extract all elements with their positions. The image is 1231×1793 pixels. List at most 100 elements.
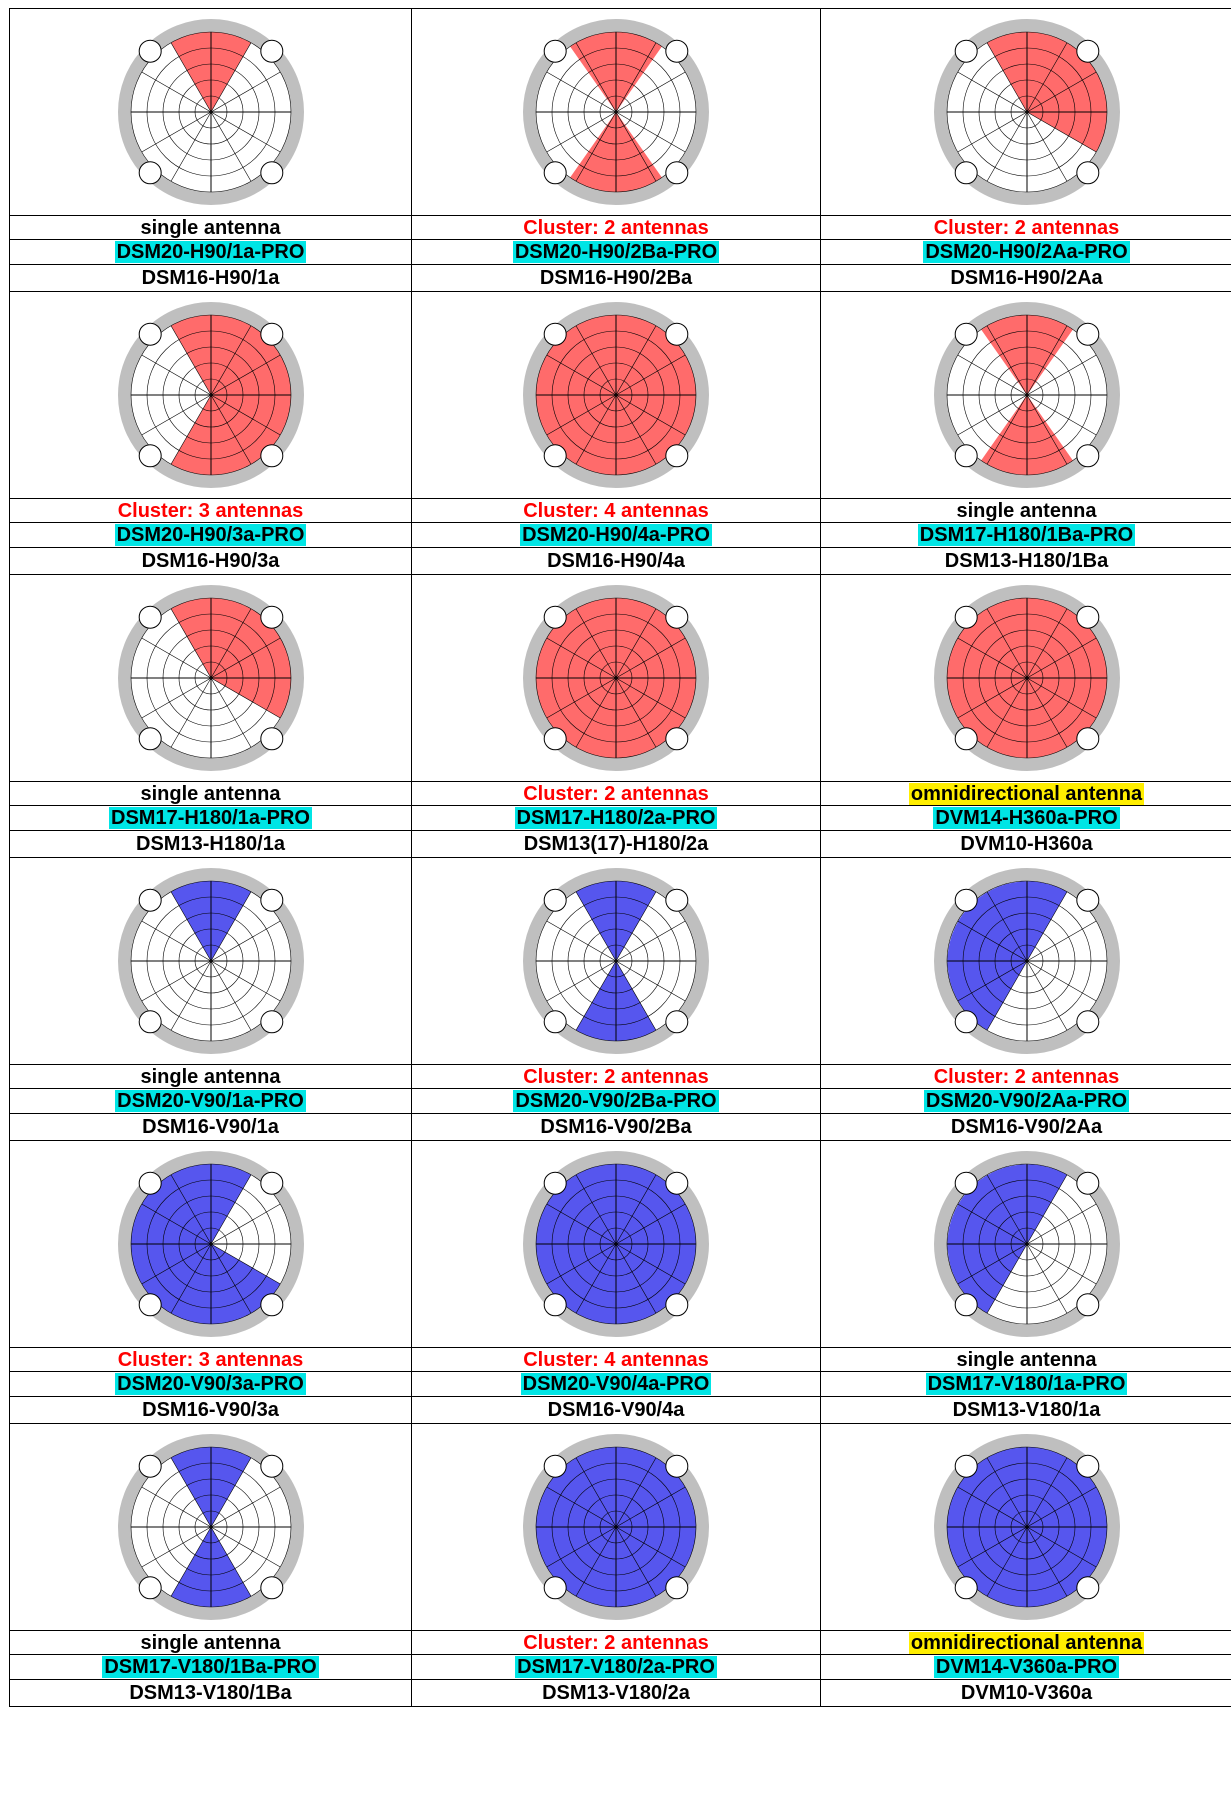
diagram-notch <box>954 39 978 63</box>
pro-model-label: DSM20-V90/2Aa-PRO <box>923 1090 1130 1112</box>
antenna-type-label-cell: Cluster: 2 antennas <box>412 216 821 239</box>
model-label-row: DSM16-H90/3a DSM16-H90/4a DSM13-H180/1Ba <box>9 547 1231 574</box>
diagram-notch <box>954 605 978 629</box>
radiation-pattern-diagram <box>117 1151 304 1337</box>
radiation-pattern-diagram <box>523 1434 709 1620</box>
grid-spoke <box>1026 891 1067 962</box>
grid-spoke <box>170 677 211 748</box>
grid-spoke <box>170 1526 211 1597</box>
radiation-pattern-diagram <box>117 868 304 1054</box>
grid-spoke <box>615 920 686 962</box>
grid-spoke <box>615 394 657 465</box>
grid-spoke <box>546 1486 617 1528</box>
grid-spoke <box>615 1174 657 1245</box>
grid-spoke <box>170 891 211 962</box>
diagram-ring <box>933 585 1120 771</box>
diagram-ring <box>117 1434 304 1620</box>
pro-model-label-cell: DSM20-H90/4a-PRO <box>412 523 821 547</box>
grid-spoke <box>546 677 617 719</box>
grid-spoke <box>141 1486 211 1528</box>
grid-spoke <box>615 960 686 1002</box>
pro-model-label-row: DSM20-H90/3a-PRO DSM20-H90/4a-PRO DSM17-H1… <box>9 522 1231 547</box>
grid-spoke <box>615 637 686 679</box>
grid-spoke <box>546 111 617 153</box>
grid-spoke <box>986 325 1027 396</box>
grid-spoke <box>210 1486 280 1528</box>
pro-model-label-cell: DSM17-H180/1a-PRO <box>9 806 412 830</box>
pro-model-label-cell: DSM20-V90/2Ba-PRO <box>412 1089 821 1113</box>
pro-model-label-cell: DSM17-H180/2a-PRO <box>412 806 821 830</box>
grid-spoke <box>1026 111 1096 153</box>
diagram-notch <box>954 161 978 185</box>
pro-model-label-row: DSM17-V180/1Ba-PRO DSM17-V180/2a-PRO DVM14… <box>9 1654 1231 1679</box>
pro-model-label: DSM20-V90/1a-PRO <box>115 1090 306 1112</box>
grid-spoke <box>1026 1203 1096 1245</box>
diagram-notch <box>259 605 283 629</box>
grid-spoke <box>210 394 280 436</box>
grid-spoke <box>986 394 1027 465</box>
model-label-cell: DSM16-V90/3a <box>9 1397 412 1423</box>
diagram-notch <box>138 1454 162 1478</box>
radiation-pattern-diagram <box>523 868 709 1054</box>
model-label: DSM13-H180/1Ba <box>944 550 1109 572</box>
grid-spoke <box>210 960 251 1031</box>
diagram-notch <box>1075 1010 1099 1034</box>
pro-model-label: DSM20-V90/2Ba-PRO <box>513 1090 719 1112</box>
diagram-notch <box>138 1576 162 1600</box>
diagram-cell <box>821 292 1231 498</box>
grid-spoke <box>210 42 251 113</box>
diagram-cell <box>412 292 821 498</box>
grid-spoke <box>170 1243 211 1314</box>
antenna-type-label: single antenna <box>956 499 1097 522</box>
grid-spoke <box>615 1243 686 1285</box>
diagram-notch <box>1075 1576 1099 1600</box>
diagram-notch <box>138 322 162 346</box>
grid-spoke <box>546 1526 617 1568</box>
grid-spoke <box>615 677 686 719</box>
model-label: DSM13-V180/1a <box>952 1399 1101 1421</box>
diagram-notch <box>138 727 162 751</box>
diagram-ring <box>933 302 1120 488</box>
antenna-type-label-cell: Cluster: 2 antennas <box>412 782 821 805</box>
diagram-notch <box>138 444 162 468</box>
grid-spoke <box>986 1526 1027 1597</box>
diagram-notch <box>665 1010 689 1034</box>
model-label: DSM16-V90/1a <box>142 1116 279 1138</box>
grid-spoke <box>575 325 617 396</box>
radiation-pattern-diagram <box>523 19 709 205</box>
grid-spoke <box>575 960 617 1031</box>
diagram-notch <box>954 322 978 346</box>
grid-spoke <box>210 637 280 679</box>
antenna-type-label-cell: single antenna <box>9 1065 412 1088</box>
diagram-notch <box>665 161 689 185</box>
antenna-table: single antenna Cluster: 2 antennas Cluster… <box>9 8 1231 1707</box>
pro-model-label: DSM20-V90/3a-PRO <box>115 1373 306 1395</box>
diagram-notch <box>665 1293 689 1317</box>
grid-spoke <box>1026 920 1096 962</box>
antenna-type-label-row: Cluster: 3 antennas Cluster: 4 antennas si… <box>9 498 1231 522</box>
model-label: DSM16-H90/2Ba <box>539 267 693 289</box>
diagram-notch <box>543 1454 567 1478</box>
grid-spoke <box>210 677 280 719</box>
diagram-notch <box>665 605 689 629</box>
pro-model-label: DSM20-H90/1a-PRO <box>114 241 307 263</box>
pro-model-label-cell: DSM20-H90/1a-PRO <box>9 240 412 264</box>
grid-spoke <box>1026 637 1096 679</box>
model-label-row: DSM13-V180/1Ba DSM13-V180/2a DVM10-V360a <box>9 1679 1231 1706</box>
pro-model-label-row: DSM20-V90/3a-PRO DSM20-V90/4a-PRO DSM17-V1… <box>9 1371 1231 1396</box>
grid-spoke <box>210 608 251 679</box>
pro-model-label-cell: DSM20-V90/2Aa-PRO <box>821 1089 1231 1113</box>
grid-spoke <box>170 1457 211 1528</box>
antenna-type-label: Cluster: 3 antennas <box>117 1348 304 1371</box>
diagram-notch <box>1075 161 1099 185</box>
model-label-cell: DSM13-H180/1a <box>9 831 412 857</box>
grid-spoke <box>1026 394 1096 436</box>
grid-spoke <box>210 960 280 1002</box>
grid-spoke <box>1026 42 1067 113</box>
antenna-type-label-cell: Cluster: 3 antennas <box>9 1348 412 1371</box>
coverage-sector <box>170 598 291 718</box>
diagram-notch <box>954 1293 978 1317</box>
diagram-notch <box>259 444 283 468</box>
pro-model-label-cell: DSM17-V180/2a-PRO <box>412 1655 821 1679</box>
grid-spoke <box>957 920 1027 962</box>
